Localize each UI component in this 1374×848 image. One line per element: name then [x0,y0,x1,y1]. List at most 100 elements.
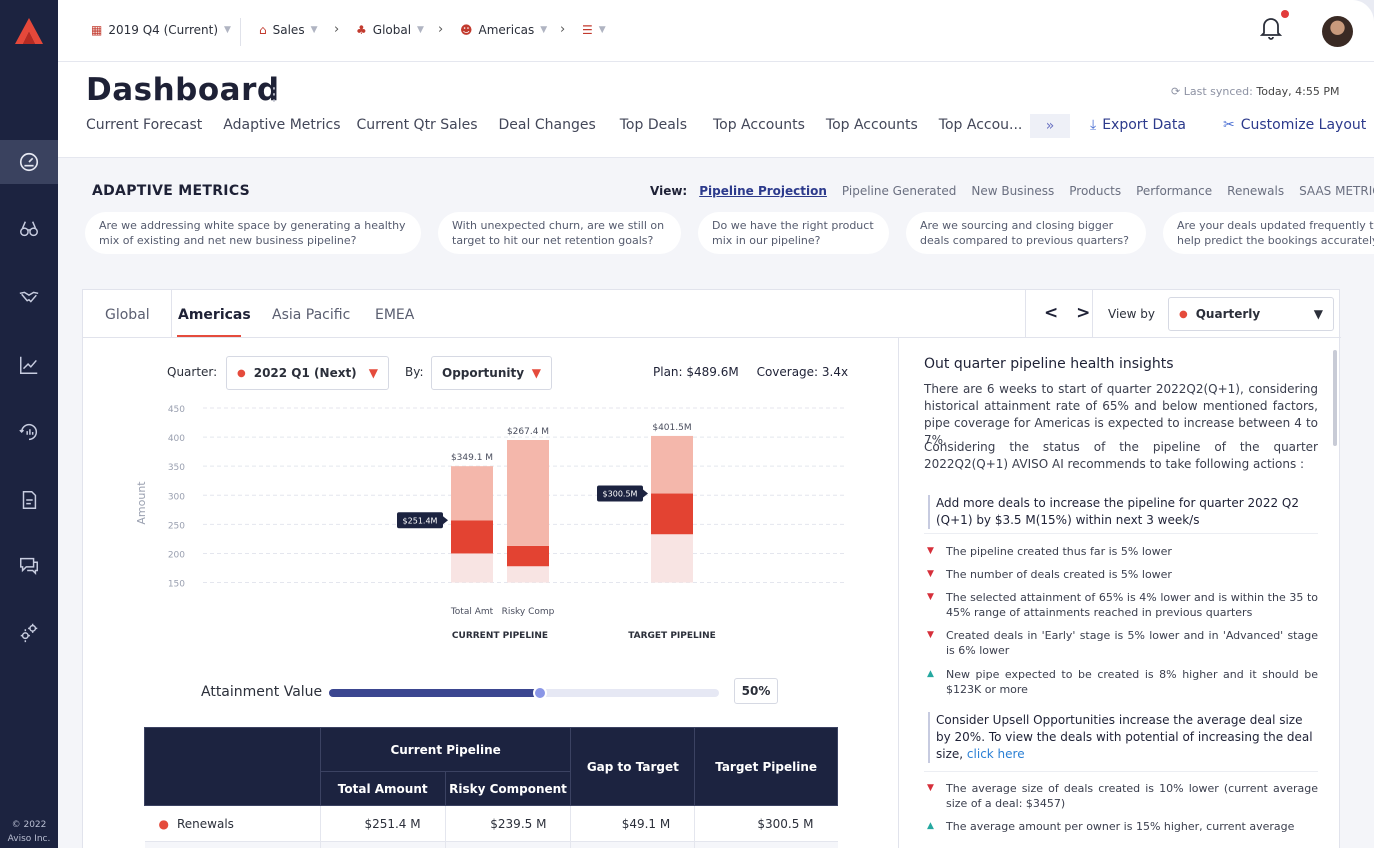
question-card[interactable]: Do we have the right product mix in our … [698,212,889,254]
view-new-business[interactable]: New Business [971,184,1055,198]
view-by-value: Quarterly [1195,307,1261,321]
row-stub [144,841,321,848]
users-icon: ☻ [460,23,473,37]
view-saas-metrics[interactable]: SAAS METRICS [1299,184,1374,198]
export-data-button[interactable]: ⤓ Export Data [1090,117,1186,133]
insights-title: Out quarter pipeline health insights [924,356,1174,372]
table-row[interactable] [144,841,838,848]
period-selector[interactable]: ▦ 2019 Q4 (Current) ▼ [91,23,231,37]
binoculars-icon[interactable] [0,207,58,251]
handshake-icon[interactable] [0,275,58,319]
by-select[interactable]: Opportunity ▼ [431,356,552,390]
tab-top-accounts-2[interactable]: Top Accounts [825,117,918,133]
tab-top-accounts[interactable]: Top Accounts [712,117,805,133]
crumb-americas[interactable]: ☻ Americas ▼ [460,23,547,37]
question-card[interactable]: Are we addressing white space by generat… [85,212,421,254]
attainment-label: Attainment Value [201,684,323,700]
view-by-select[interactable]: ● Quarterly ▼ [1168,297,1334,331]
tab-adaptive-metrics[interactable]: Adaptive Metrics [223,117,341,133]
view-products[interactable]: Products [1069,184,1122,198]
y-tick-label: 450 [168,405,185,415]
bullet-text: The selected attainment of 65% is 4% low… [946,591,1318,619]
pipeline-table: Current Pipeline Gap to Target Target Pi… [144,727,838,848]
chevron-down-icon: ▼ [531,366,541,380]
question-text: Are we addressing white space by generat… [99,219,406,232]
customize-layout-button[interactable]: ✂ Customize Layout [1223,117,1366,133]
bar-segment [451,520,493,554]
down-arrow-icon: ▼ [927,592,934,602]
view-renewals[interactable]: Renewals [1227,184,1285,198]
calendar-icon: ▦ [91,23,103,37]
trend-chart-icon[interactable] [0,343,58,387]
chevron-down-icon: ▼ [224,25,231,35]
question-card[interactable]: Are your deals updated frequently to hel… [1163,212,1374,254]
avatar[interactable] [1322,16,1353,47]
slider-handle[interactable] [532,686,547,700]
sync-icon[interactable]: ⟳ [1171,85,1181,98]
pipeline-chart: Amount 150 200 250 300 350 400 450 $349.1 M Total… [135,405,845,641]
chat-icon[interactable] [0,543,58,587]
bullet-text: The average size of deals created is 10%… [946,782,1318,810]
bar-segment [507,440,549,546]
tab-americas[interactable]: Americas [178,307,251,323]
question-text: Are we sourcing and closing bigger [920,219,1114,232]
scrollbar[interactable] [1333,350,1337,446]
tab-current-qtr-sales[interactable]: Current Qtr Sales [356,117,478,133]
view-pipeline-projection[interactable]: Pipeline Projection [699,184,827,198]
divider [171,290,172,338]
prev-next-arrows[interactable]: < > [1044,303,1097,323]
quarter-value: 2022 Q1 (Next) [253,366,357,380]
tab-current-forecast[interactable]: Current Forecast [86,117,203,133]
bell-icon[interactable] [1260,16,1282,40]
tab-top-deals[interactable]: Top Deals [619,117,687,133]
crumb-global[interactable]: ♣ Global ▼ [356,23,424,37]
table-row[interactable]: ● Renewals $251.4 M $239.5 M $49.1 M $300… [144,805,838,842]
tab-deal-changes[interactable]: Deal Changes [498,117,596,133]
cell-gap: $49.1 M [570,805,695,842]
view-pipeline-generated[interactable]: Pipeline Generated [841,184,957,198]
aviso-logo-icon[interactable] [15,18,43,44]
forecast-icon[interactable] [0,410,58,454]
period-navigation: < > View by ● Quarterly ▼ [1025,290,1341,338]
kebab-menu-icon[interactable]: ⋮ [265,84,283,105]
x-tick-label: Risky Comp [502,607,555,617]
table-corner [144,727,321,806]
tab-emea[interactable]: EMEA [375,307,415,323]
settings-icon[interactable] [0,610,58,654]
chevron-down-icon: ▼ [368,366,378,380]
question-text: mix in our pipeline? [712,234,821,247]
bank-icon: ⌂ [259,23,267,37]
tab-asia-pacific[interactable]: Asia Pacific [272,307,351,323]
crumb-list[interactable]: ☰ ▼ [582,23,606,37]
question-text: Do we have the right product [712,219,874,232]
click-here-link[interactable]: click here [966,747,1025,761]
dashboard-gauge-icon[interactable] [0,140,58,184]
chevron-down-icon: ▼ [540,25,548,35]
dot-icon: ● [158,816,169,831]
action-callout: Consider Upsell Opportunities increase t… [928,712,1318,763]
question-card[interactable]: With unexpected churn, are we still on t… [438,212,681,254]
view-performance[interactable]: Performance [1136,184,1213,198]
marker-tag [397,512,443,529]
export-label: Export Data [1102,117,1186,133]
bullet-text: New pipe expected to be created is 8% hi… [946,668,1318,696]
bullet-text: Created deals in 'Early' stage is 5% low… [946,629,1318,657]
tab-top-accounts-3[interactable]: Top Accou... [938,117,1023,133]
question-card[interactable]: Are we sourcing and closing bigger deals… [906,212,1146,254]
last-synced: ⟳ Last synced: Today, 4:55 PM [1171,85,1340,98]
document-icon[interactable] [0,478,58,522]
section-title: ADAPTIVE METRICS [92,183,251,199]
dot-icon: ● [1179,308,1188,320]
attainment-slider[interactable] [329,686,719,700]
col-risky-component: Risky Component [444,771,572,806]
up-arrow-icon: ▲ [927,821,934,831]
hierarchy-icon: ♣ [356,23,367,37]
crumb-sales[interactable]: ⌂ Sales ▼ [259,23,318,37]
attainment-value[interactable]: 50% [734,678,778,704]
bullet-text: The pipeline created thus far is 5% lowe… [946,545,1172,558]
chart-area: Quarter: ● 2022 Q1 (Next) ▼ By: Opportun… [83,338,898,848]
tab-global[interactable]: Global [105,307,150,323]
quarter-select[interactable]: ● 2022 Q1 (Next) ▼ [226,356,389,390]
more-tabs-button[interactable]: » [1030,114,1070,138]
data-label: $349.1 M [451,453,493,463]
